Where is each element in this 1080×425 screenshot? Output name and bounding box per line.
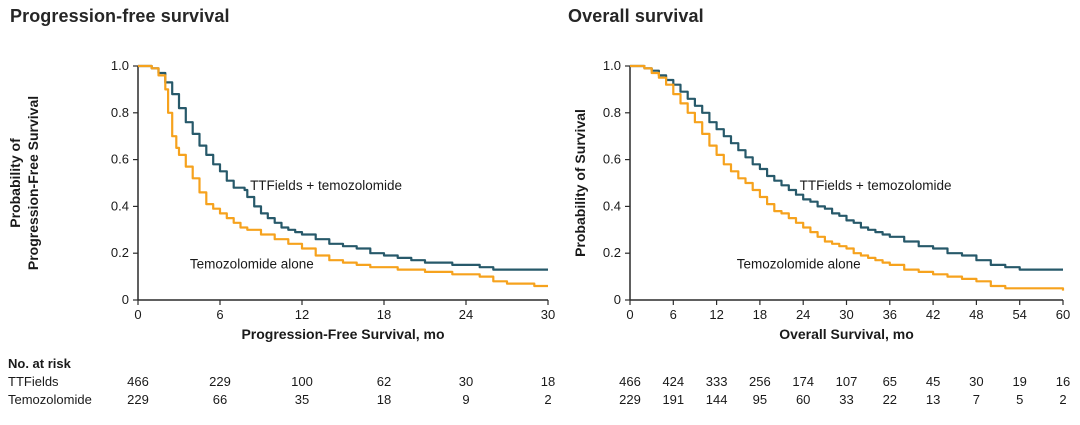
pfs-curve-temozolomide xyxy=(138,64,548,288)
pfs-y-tick-label: 1.0 xyxy=(111,58,129,73)
pfs-curve-ttfields xyxy=(138,64,548,271)
risk-count-os: 107 xyxy=(835,374,858,389)
os-x-tick-label: 6 xyxy=(670,307,677,322)
risk-count-os: 174 xyxy=(792,374,815,389)
pfs-y-tick-label: 0.8 xyxy=(111,105,129,120)
os-curve-annotation: TTFields + temozolomide xyxy=(800,178,952,193)
risk-count-os: 19 xyxy=(1012,374,1027,389)
os-x-tick-label: 24 xyxy=(796,307,810,322)
os-chart: 0 0.2 0.4 0.6 0.8 1.0 0 6 12 18 24 30 36 42 48 54 60 Over… xyxy=(572,58,1070,342)
risk-count-pfs: 9 xyxy=(462,392,470,407)
os-y-tick-label: 1.0 xyxy=(603,58,621,73)
risk-count-os: 466 xyxy=(619,374,641,389)
os-x-tick-label: 48 xyxy=(969,307,983,322)
pfs-curve-annotation: Temozolomide alone xyxy=(190,256,314,271)
os-curve-ttfields xyxy=(630,64,1063,271)
risk-count-os: 229 xyxy=(619,392,641,407)
risk-count-pfs: 62 xyxy=(376,374,392,389)
risk-count-os: 5 xyxy=(1016,392,1024,407)
os-x-tick-label: 0 xyxy=(626,307,633,322)
pfs-x-tick-label: 12 xyxy=(295,307,309,322)
pfs-panel-title: Progression-free survival xyxy=(10,6,230,26)
pfs-y-tick-label: 0 xyxy=(122,292,129,307)
os-x-tick-label: 30 xyxy=(839,307,853,322)
os-curve-annotation: Temozolomide alone xyxy=(737,256,861,271)
risk-table-heading: No. at risk xyxy=(8,356,71,371)
pfs-y-tick-label: 0.6 xyxy=(111,152,129,167)
risk-count-pfs: 66 xyxy=(212,392,228,407)
risk-count-pfs: 18 xyxy=(376,392,392,407)
pfs-x-axis-title: Progression-Free Survival, mo xyxy=(241,326,444,342)
os-y-axis-title-line: Probability of Survival xyxy=(572,109,588,257)
risk-row-label-ttfields: TTFields xyxy=(8,374,59,389)
os-y-tick-label: 0.4 xyxy=(603,198,621,213)
risk-count-os: 60 xyxy=(795,392,811,407)
os-panel-title: Overall survival xyxy=(568,6,704,26)
risk-count-pfs: 2 xyxy=(544,392,552,407)
pfs-y-axis-title-line: Probability of xyxy=(7,138,23,228)
os-x-tick-label: 54 xyxy=(1012,307,1026,322)
risk-count-pfs: 229 xyxy=(209,374,231,389)
os-y-tick-label: 0.8 xyxy=(603,105,621,120)
risk-count-os: 33 xyxy=(839,392,854,407)
risk-count-pfs: 30 xyxy=(458,374,474,389)
pfs-x-tick-label: 18 xyxy=(377,307,391,322)
risk-count-os: 2 xyxy=(1059,392,1067,407)
pfs-x-tick-label: 24 xyxy=(459,307,473,322)
os-x-tick-label: 12 xyxy=(709,307,723,322)
pfs-y-tick-label: 0.4 xyxy=(111,198,129,213)
risk-count-os: 191 xyxy=(662,392,685,407)
risk-count-os: 45 xyxy=(925,374,941,389)
risk-count-os: 13 xyxy=(925,392,941,407)
os-y-tick-label: 0.2 xyxy=(603,245,621,260)
risk-count-pfs: 35 xyxy=(294,392,310,407)
pfs-x-tick-label: 30 xyxy=(541,307,555,322)
risk-count-os: 22 xyxy=(882,392,898,407)
os-x-tick-label: 60 xyxy=(1056,307,1070,322)
risk-count-os: 65 xyxy=(882,374,898,389)
pfs-x-tick-label: 6 xyxy=(216,307,223,322)
risk-count-pfs: 18 xyxy=(540,374,556,389)
os-x-tick-label: 18 xyxy=(753,307,767,322)
risk-count-pfs: 100 xyxy=(291,374,313,389)
risk-count-pfs: 229 xyxy=(127,392,149,407)
pfs-chart: 0 0.2 0.4 0.6 0.8 1.0 0 6 12 18 24 30 Progression-Fr… xyxy=(7,58,555,342)
risk-count-os: 144 xyxy=(705,392,728,407)
os-x-tick-label: 42 xyxy=(926,307,940,322)
os-y-tick-label: 0.6 xyxy=(603,152,621,167)
risk-row-label-temozolomide: Temozolomide xyxy=(8,392,92,407)
risk-count-os: 95 xyxy=(752,392,768,407)
risk-count-os: 7 xyxy=(972,392,981,407)
risk-count-os: 256 xyxy=(749,374,771,389)
pfs-curve-annotation: TTFields + temozolomide xyxy=(250,178,402,193)
risk-count-os: 424 xyxy=(662,374,685,389)
pfs-y-tick-label: 0.2 xyxy=(111,245,129,260)
risk-count-os: 333 xyxy=(705,374,728,389)
os-y-tick-label: 0 xyxy=(614,292,621,307)
pfs-x-tick-label: 0 xyxy=(134,307,141,322)
pfs-y-axis-title-line: Progression-Free Survival xyxy=(25,96,41,270)
os-x-tick-label: 36 xyxy=(883,307,897,322)
os-curve-temozolomide xyxy=(630,64,1065,291)
risk-count-os: 16 xyxy=(1055,374,1071,389)
risk-count-os: 30 xyxy=(969,374,984,389)
risk-count-pfs: 466 xyxy=(127,374,149,389)
os-x-axis-title: Overall Survival, mo xyxy=(779,326,914,342)
